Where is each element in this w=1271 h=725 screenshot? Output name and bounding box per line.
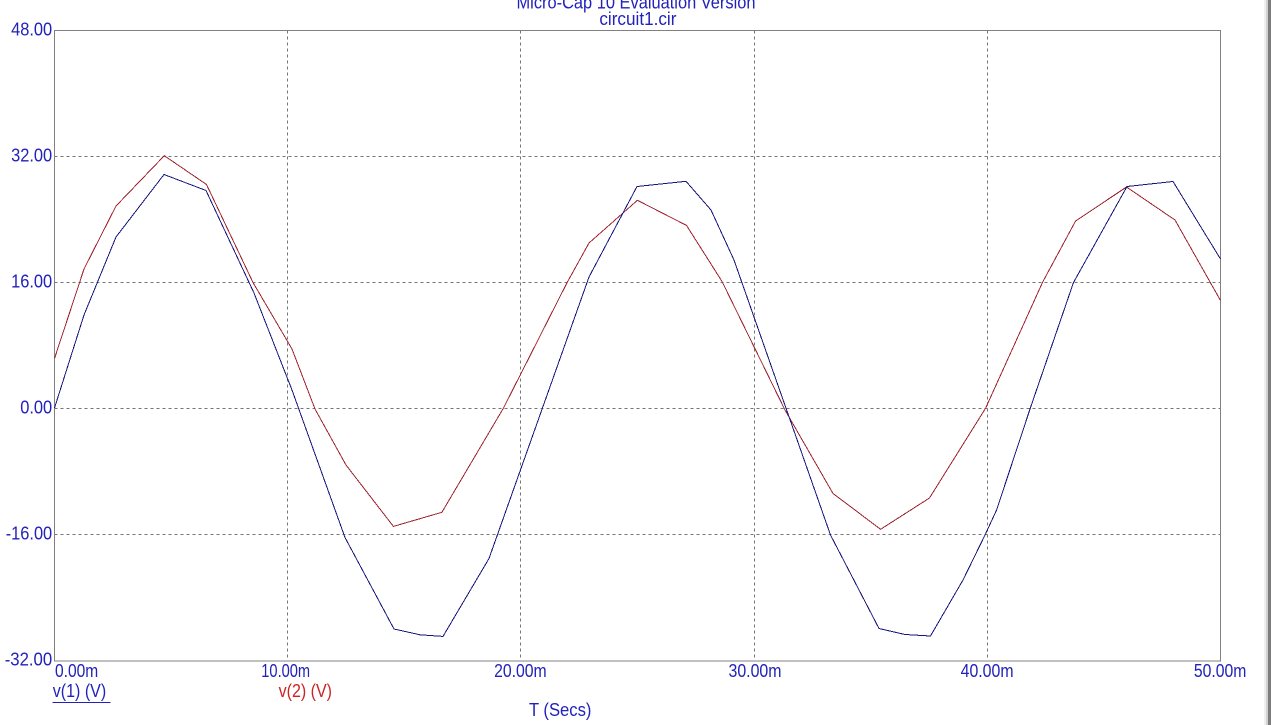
svg-text:circuit1.cir: circuit1.cir [599, 9, 676, 29]
svg-text:0.00m: 0.00m [55, 661, 98, 681]
svg-text:v(1) (V): v(1) (V) [53, 681, 106, 701]
svg-text:v(2) (V): v(2) (V) [279, 681, 332, 701]
svg-text:T (Secs): T (Secs) [529, 700, 592, 720]
svg-text:0.00: 0.00 [20, 398, 52, 418]
svg-text:40.00m: 40.00m [961, 661, 1014, 681]
svg-text:30.00m: 30.00m [729, 661, 782, 681]
svg-text:-16.00: -16.00 [6, 524, 53, 544]
svg-text:48.00: 48.00 [11, 20, 52, 40]
svg-text:32.00: 32.00 [11, 146, 52, 166]
svg-text:Micro-Cap 10 Evaluation Versio: Micro-Cap 10 Evaluation Version [517, 0, 756, 12]
svg-text:10.00m: 10.00m [261, 661, 310, 681]
svg-text:-32.00: -32.00 [5, 650, 53, 670]
svg-text:20.00m: 20.00m [494, 661, 547, 681]
svg-text:16.00: 16.00 [11, 272, 52, 292]
svg-text:50.00m: 50.00m [1194, 661, 1247, 681]
